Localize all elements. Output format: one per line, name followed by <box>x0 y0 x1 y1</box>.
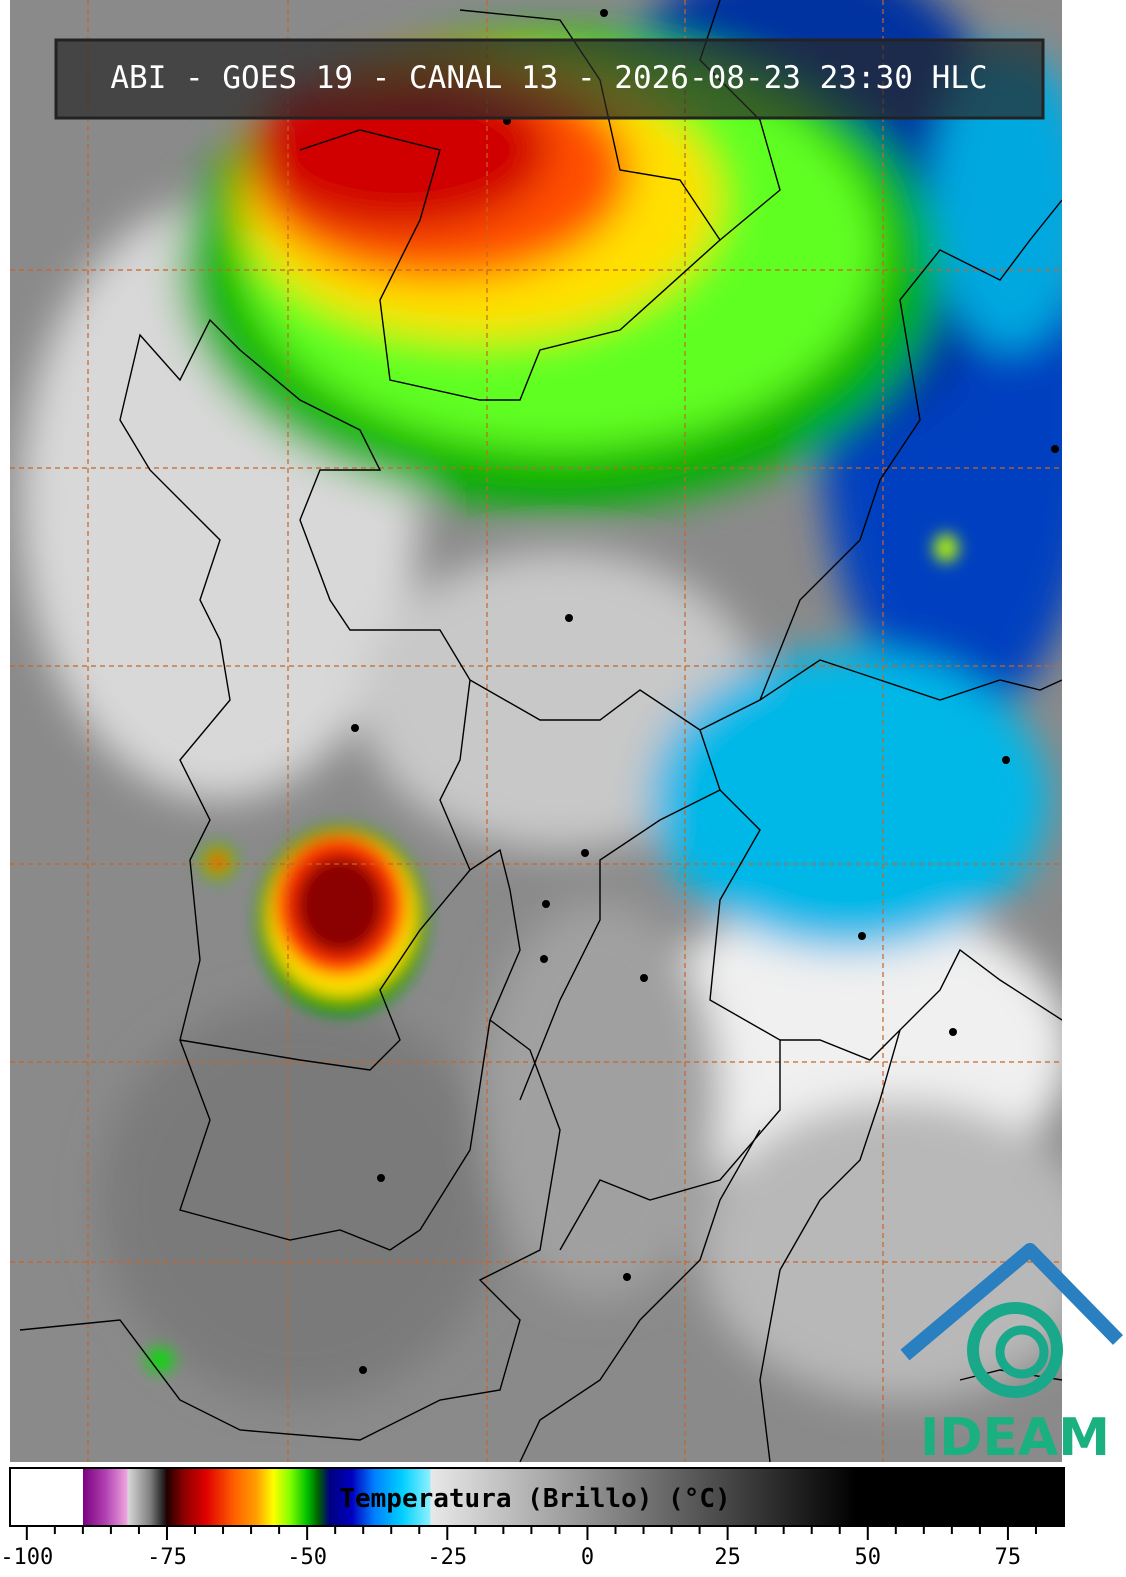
tick-label: -100 <box>0 1545 53 1570</box>
tick-label: 25 <box>714 1545 741 1570</box>
colorbar-label: Temperatura (Brillo) (°C) <box>339 1484 730 1514</box>
tick-label: 75 <box>995 1545 1022 1570</box>
logo-text: IDEAM <box>920 1408 1110 1468</box>
tick-label: -75 <box>147 1545 187 1570</box>
tick-label: 50 <box>855 1545 882 1570</box>
colorbar-ramp <box>9 1467 1065 1527</box>
logo: IDEAM <box>900 1243 1124 1468</box>
tick-label: -25 <box>427 1545 467 1570</box>
tick-label: -50 <box>287 1545 327 1570</box>
title: ABI - GOES 19 - CANAL 13 - 2026-08-23 23… <box>110 60 987 96</box>
tick-label: 0 <box>581 1545 594 1570</box>
colorbar: Temperatura (Brillo) (°C) -100 -75 -50 -25 0… <box>0 1467 1065 1570</box>
title-box <box>54 38 1045 120</box>
satellite-image <box>10 0 1062 1462</box>
